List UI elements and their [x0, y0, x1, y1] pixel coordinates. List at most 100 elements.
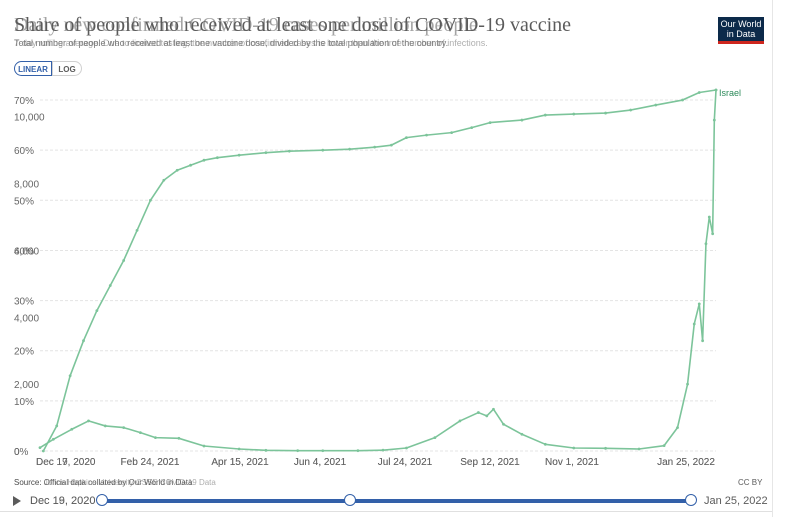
data-point: [177, 436, 181, 440]
y-tick-label: 70%: [14, 96, 34, 107]
data-point: [108, 284, 112, 287]
y-tick-label: 50%: [14, 196, 34, 207]
data-point: [321, 148, 325, 152]
data-point: [470, 126, 474, 130]
data-point: [122, 259, 126, 262]
y-tick-label: 60%: [14, 146, 34, 157]
timeline-mid-handle[interactable]: [344, 494, 356, 506]
data-point: [103, 424, 107, 428]
data-point: [373, 145, 377, 149]
chart-title-overlay: Daily new confirmed COVID-19 cases per m…: [14, 14, 478, 36]
data-point: [154, 436, 157, 440]
data-point: [41, 449, 45, 453]
data-point: [637, 447, 641, 451]
data-point: [676, 426, 679, 430]
data-point: [697, 302, 701, 306]
y-tick-label: 4,000: [14, 313, 39, 324]
data-point: [629, 108, 633, 112]
data-point: [135, 228, 139, 232]
timeline-start-label: Dec 19, 2020: [30, 495, 96, 507]
data-point: [520, 118, 524, 122]
x-tick-label: Jan 25, 2022: [657, 457, 715, 468]
data-point: [237, 447, 241, 451]
data-point: [215, 156, 219, 160]
data-point: [450, 131, 454, 135]
data-point: [662, 444, 666, 448]
data-point: [692, 322, 696, 326]
data-point: [405, 136, 408, 140]
y-tick-label: 10,000: [14, 113, 45, 124]
data-point: [51, 437, 55, 441]
data-point: [296, 449, 300, 453]
x-tick-label: Nov 1, 2021: [545, 457, 599, 468]
x-tick-label: Dec 19, 2020: [36, 457, 96, 468]
data-point: [202, 444, 206, 448]
data-point: [485, 414, 489, 418]
data-point: [122, 426, 126, 430]
source-text-overlay: Source: Johns Hopkins University CSSE CO…: [14, 478, 216, 487]
data-point: [68, 374, 72, 378]
data-point: [654, 103, 658, 107]
logo-line-2: in Data: [726, 29, 756, 39]
x-tick-label: Sep 12, 2021: [460, 457, 520, 468]
x-tick-label: Sep 12, 2021: [460, 457, 520, 468]
data-point: [38, 446, 42, 450]
data-point: [476, 411, 480, 414]
data-point: [162, 178, 166, 182]
y-tick-label: 6,000: [14, 246, 39, 257]
line-chart[interactable]: 0% 10% 20% 30% 40% 50% 60% 70% Dec 19, 2020 Feb 2…: [0, 0, 772, 475]
y-tick-label: 0%: [14, 447, 29, 458]
bottom-tab-bar: [0, 511, 772, 518]
y-tick-label: 10%: [14, 397, 34, 408]
data-point: [604, 446, 607, 450]
log-scale-button[interactable]: LOG: [52, 61, 82, 76]
x-tick-label: Jun 4, 2021: [294, 457, 347, 468]
timeline-start-handle[interactable]: [96, 494, 108, 506]
data-point: [711, 232, 715, 236]
data-point: [502, 422, 505, 426]
data-point: [714, 88, 718, 92]
data-point: [704, 242, 708, 246]
data-point: [138, 431, 142, 435]
data-point: [389, 143, 393, 147]
owid-logo[interactable]: Our World in Data: [718, 17, 764, 44]
data-point: [492, 407, 495, 411]
x-tick-label: Apr 15, 2021: [211, 457, 269, 468]
x-tick-label: Feb 24, 2021: [121, 457, 180, 468]
data-point: [348, 147, 351, 151]
series-line-cases: [39, 89, 717, 452]
data-point: [520, 432, 524, 436]
data-point: [425, 133, 428, 137]
data-point: [381, 448, 385, 452]
data-point: [237, 153, 241, 157]
data-point: [82, 339, 85, 343]
data-point: [572, 112, 576, 116]
data-point: [686, 382, 689, 386]
timeline-end-label: Jan 25, 2022: [704, 495, 768, 507]
data-point: [264, 151, 268, 155]
x-tick-label: Nov 1, 2021: [545, 457, 599, 468]
data-point: [70, 427, 74, 431]
data-point: [264, 448, 268, 452]
linear-scale-button[interactable]: LINEAR: [14, 61, 52, 76]
data-point: [707, 215, 711, 219]
data-point: [356, 449, 360, 453]
source-note[interactable]: Source: Official data collated by Our Wo…: [14, 478, 216, 487]
data-point: [189, 163, 192, 167]
series-label-israel: Israel: [719, 88, 741, 98]
x-tick-label: Jan 25, 2022: [657, 457, 715, 468]
data-point: [321, 449, 325, 453]
timeline-end-handle[interactable]: [685, 494, 697, 506]
play-icon[interactable]: [13, 496, 21, 506]
data-point: [572, 446, 576, 450]
y-tick-label: 0: [14, 447, 20, 458]
data-point: [87, 419, 90, 423]
chart-title: Share of people who received at least on…: [14, 14, 572, 36]
logo-line-1: Our World: [720, 19, 762, 29]
chart-subtitle: Total number of people who received at l…: [14, 38, 449, 48]
y-tick-label: 2,000: [14, 380, 39, 391]
license-label[interactable]: CC BY: [738, 478, 763, 487]
y-tick-label: 30%: [14, 297, 34, 308]
data-point: [95, 309, 99, 313]
data-point: [175, 168, 179, 172]
